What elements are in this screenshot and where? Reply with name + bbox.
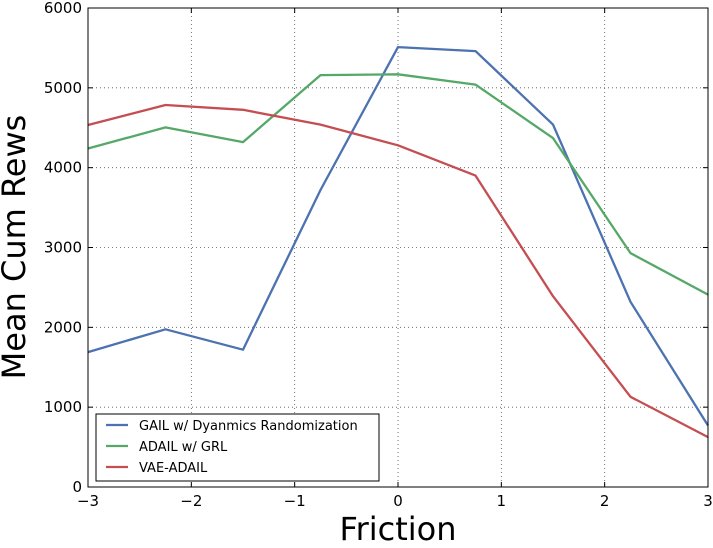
x-axis-label: Friction (339, 510, 456, 548)
series-line-0 (87, 45, 709, 427)
x-tick-label: 3 (703, 492, 713, 510)
y-tick-label: 6000 (44, 0, 82, 17)
x-tick-label: −1 (284, 492, 306, 510)
x-tick-label: 2 (600, 492, 610, 510)
series-line-2 (87, 103, 709, 439)
legend-label: ADAIL w/ GRL (139, 440, 228, 455)
legend-label: GAIL w/ Dyanmics Randomization (139, 419, 358, 434)
legend: GAIL w/ Dyanmics Randomization ADAIL w/ G… (95, 413, 380, 482)
x-ticks: −3 −2 −1 0 1 2 3 (77, 8, 713, 510)
series-line-1 (87, 73, 709, 296)
y-tick-label: 3000 (44, 239, 82, 257)
y-ticks: 0 1000 2000 3000 4000 5000 6000 (44, 0, 708, 496)
y-axis-label: Mean Cum Rews (0, 115, 33, 380)
legend-label: VAE-ADAIL (139, 461, 208, 476)
x-tick-label: −2 (180, 492, 202, 510)
x-tick-label: 0 (393, 492, 403, 510)
legend-box (95, 413, 380, 482)
y-tick-label: 5000 (44, 79, 82, 97)
series-lines (87, 45, 709, 439)
y-tick-label: 2000 (44, 318, 82, 336)
x-tick-label: 1 (497, 492, 507, 510)
y-tick-label: 0 (72, 478, 82, 496)
y-tick-label: 4000 (44, 159, 82, 177)
y-tick-label: 1000 (44, 398, 82, 416)
x-tick-label: −3 (77, 492, 99, 510)
